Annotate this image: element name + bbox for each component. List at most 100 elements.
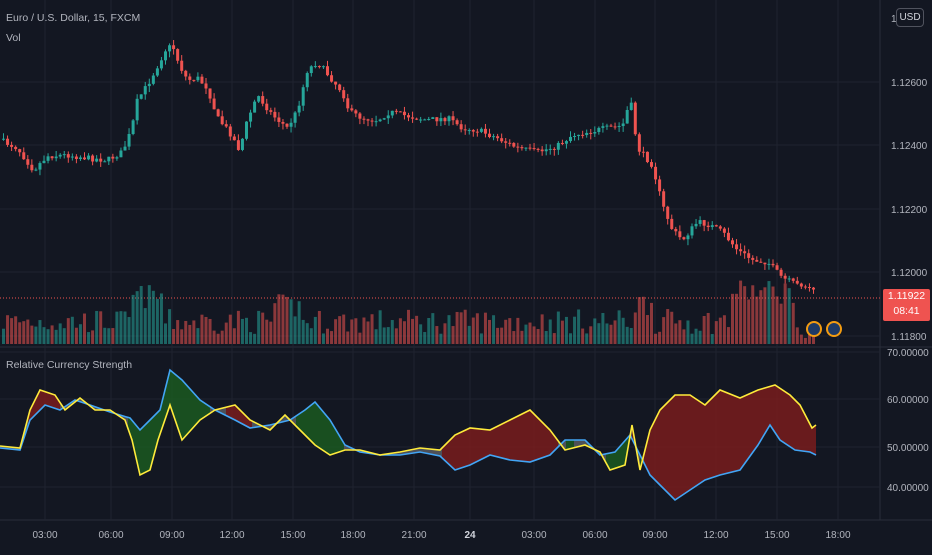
volume-bar (75, 328, 78, 344)
volume-bar (638, 297, 641, 344)
strength-fill (448, 440, 450, 465)
strength-fill (502, 423, 504, 459)
volume-bar (375, 329, 378, 344)
indicator-title[interactable]: Relative Currency Strength (6, 359, 132, 371)
volume-bar (719, 318, 722, 344)
ind-tick: 70.00000 (887, 348, 929, 359)
volume-bar (448, 315, 451, 344)
candle-body (346, 98, 349, 108)
strength-fill (698, 400, 700, 484)
candle-body (626, 110, 629, 124)
candle-body (290, 123, 293, 127)
candle-body (448, 116, 451, 121)
volume-bar (160, 293, 163, 344)
candle-body (800, 284, 803, 287)
time-label: 06:00 (582, 530, 607, 541)
candle-body (731, 240, 734, 244)
volume-bar (678, 320, 681, 344)
candle-body (2, 139, 5, 140)
volume-bar (804, 338, 807, 344)
candle-body (614, 126, 617, 127)
strength-fill (650, 426, 652, 477)
strength-fill (784, 391, 786, 444)
strength-fill (178, 377, 180, 435)
strength-fill (778, 387, 780, 440)
volume-bar (136, 291, 139, 344)
volume-bar (30, 326, 33, 344)
strength-fill (234, 405, 236, 420)
currency-button[interactable]: USD (896, 8, 924, 27)
candle-body (144, 86, 147, 94)
volume-bar (711, 334, 714, 344)
strength-fill (760, 389, 762, 442)
strength-fill (726, 392, 728, 473)
volume-bar (488, 320, 491, 344)
volume-bar (545, 331, 548, 344)
candle-body (561, 143, 564, 144)
strength-fill (722, 391, 724, 475)
strength-fill (618, 446, 620, 467)
candle-body (371, 121, 374, 122)
volume-bar (553, 333, 556, 344)
candle-body (10, 145, 13, 147)
strength-fill (322, 410, 324, 451)
time-label: 18:00 (825, 530, 850, 541)
volume-bar (188, 325, 191, 344)
candle-body (686, 235, 689, 239)
strength-fill (806, 417, 808, 452)
us-flag-icon[interactable] (806, 321, 822, 337)
volume-bar (443, 323, 446, 344)
candle-body (796, 281, 799, 284)
strength-fill (482, 429, 484, 459)
volume-bar (213, 331, 216, 344)
strength-fill (610, 453, 612, 470)
candle-body (286, 124, 289, 127)
strength-fill (500, 424, 502, 458)
strength-fill (324, 413, 326, 453)
candle-body (788, 278, 791, 279)
candle-body (516, 147, 519, 148)
strength-fill (538, 418, 540, 459)
time-label: 15:00 (280, 530, 305, 541)
candle-body (792, 278, 795, 280)
time-label: 09:00 (642, 530, 667, 541)
strength-fill (800, 405, 802, 451)
candle-body (452, 116, 455, 120)
candle-body (529, 148, 532, 149)
candle-body (306, 73, 309, 87)
time-label: 21:00 (401, 530, 426, 541)
volume-bar (22, 321, 25, 344)
candle-body (34, 170, 37, 171)
volume-bar (691, 334, 694, 344)
symbol-title[interactable]: Euro / U.S. Dollar, 15, FXCM (6, 12, 140, 24)
volume-bar (310, 328, 313, 344)
volume-bar (253, 334, 256, 344)
volume-bar (221, 331, 224, 344)
time-label: 12:00 (703, 530, 728, 541)
candle-body (618, 126, 621, 127)
volume-bar (504, 320, 507, 344)
candle-body (411, 117, 414, 118)
eu-flag-icon[interactable] (826, 321, 842, 337)
volume-bar (772, 287, 775, 344)
volume-label[interactable]: Vol (6, 32, 21, 44)
ind-tick: 50.00000 (887, 443, 929, 454)
strength-fill (302, 411, 304, 434)
candle-body (804, 287, 807, 288)
volume-bar (192, 320, 195, 344)
volume-bar (229, 315, 232, 344)
candle-body (593, 132, 596, 134)
candle-body (460, 124, 463, 129)
candle-body (95, 159, 98, 162)
candle-body (480, 129, 483, 132)
candle-body (808, 287, 811, 288)
volume-bar (286, 297, 289, 344)
strength-fill (798, 403, 800, 451)
strength-fill (716, 392, 718, 476)
candle-body (585, 133, 588, 135)
strength-fill (730, 394, 732, 473)
candle-body (160, 60, 163, 68)
strength-fill (452, 436, 454, 469)
